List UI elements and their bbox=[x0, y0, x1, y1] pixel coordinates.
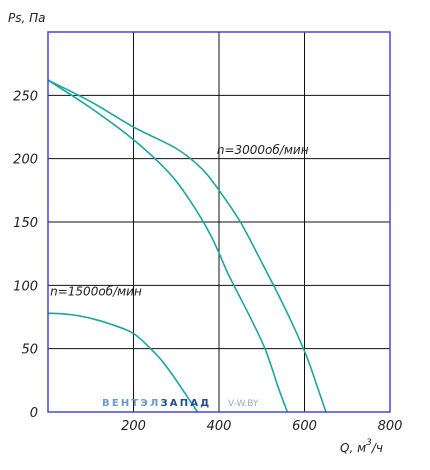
series-label-2: n=1500об/мин bbox=[50, 285, 142, 299]
plot-frame bbox=[47, 31, 391, 413]
x-axis-title: Q, м3/ч bbox=[340, 438, 383, 455]
y-tick-label-0: 0 bbox=[30, 406, 38, 421]
y-tick-labels: 0 50 100 150 200 250 bbox=[13, 89, 38, 421]
y-tick-label-250: 250 bbox=[13, 89, 38, 104]
watermark-brand-left: ВЕНТЭЛ bbox=[102, 398, 161, 409]
x-axis-title-base: Q, м bbox=[340, 441, 366, 455]
y-tick-label-150: 150 bbox=[13, 216, 38, 231]
y-tick-label-200: 200 bbox=[13, 153, 38, 168]
x-axis-title-tail: /ч bbox=[371, 441, 383, 455]
watermark-brand-right: ЗАПАД bbox=[161, 398, 212, 409]
x-tick-label-200: 200 bbox=[121, 419, 146, 434]
curve-layer bbox=[47, 79, 327, 413]
grid-layer bbox=[48, 32, 390, 412]
x-tick-label-400: 400 bbox=[207, 419, 232, 434]
watermark-site: V-W.BY bbox=[228, 399, 259, 409]
y-axis-title: Ps, Па bbox=[8, 11, 46, 25]
x-tick-labels: 200 400 600 800 bbox=[121, 419, 402, 434]
watermark-brand: ВЕНТЭЛЗАПАД bbox=[102, 398, 211, 409]
series-label-1: n=3000об/мин bbox=[217, 143, 309, 157]
series-line-3 bbox=[47, 312, 199, 413]
y-tick-label-100: 100 bbox=[13, 279, 38, 294]
series-annotations: n=3000об/мин n=1500об/мин bbox=[50, 143, 309, 299]
x-tick-label-600: 600 bbox=[292, 419, 317, 434]
x-tick-label-800: 800 bbox=[378, 419, 403, 434]
series-line-2 bbox=[47, 79, 289, 413]
x-axis-title-sup: 3 bbox=[366, 438, 372, 448]
y-tick-label-50: 50 bbox=[21, 343, 38, 358]
series-line-1 bbox=[47, 79, 327, 413]
